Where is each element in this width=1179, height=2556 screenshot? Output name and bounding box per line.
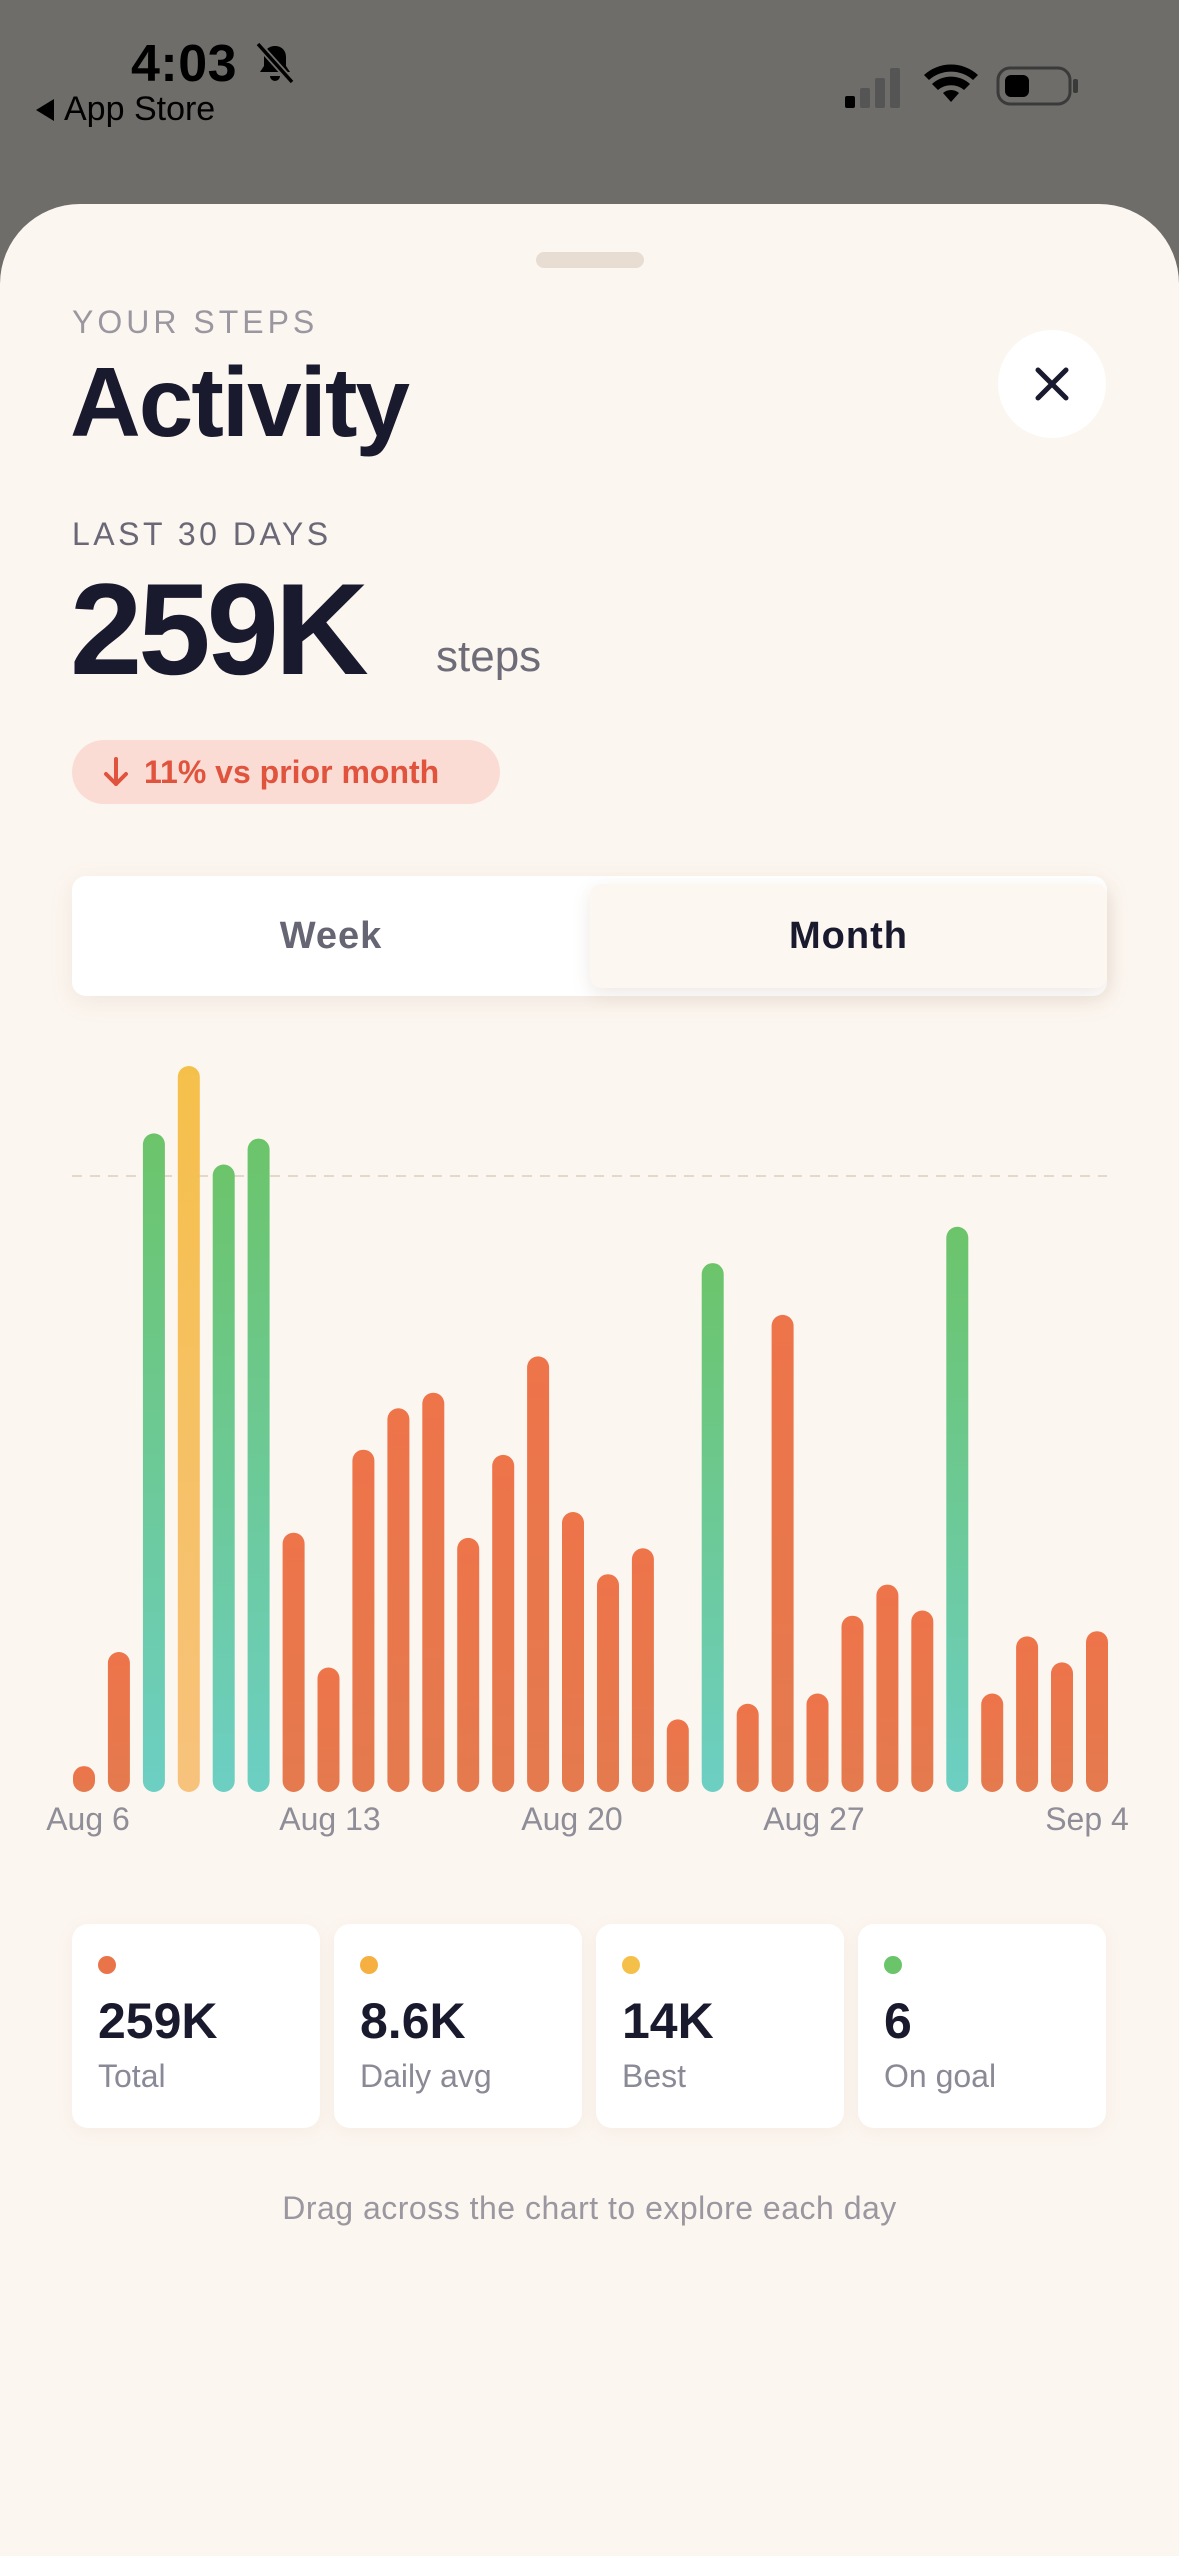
chart-bar-aug-15[interactable]	[387, 1408, 410, 1792]
chart-bar-aug-22[interactable]	[631, 1548, 654, 1792]
stat-value: 259K	[98, 1993, 218, 2049]
arrow-down-icon	[104, 757, 128, 786]
chart-bar-aug-9[interactable]	[177, 1066, 200, 1792]
bell-slash-icon	[255, 41, 295, 85]
section-eyebrow: YOUR STEPS	[72, 304, 319, 340]
page-title: Activity	[70, 347, 410, 457]
chart-bar-aug-17[interactable]	[457, 1537, 480, 1792]
activity-sheet: YOUR STEPS Activity LAST 30 DAYS 259K st…	[0, 204, 1179, 2556]
close-icon	[1035, 367, 1069, 401]
back-to-app-store[interactable]: App Store	[36, 90, 215, 129]
back-label: App Store	[64, 90, 216, 128]
cellular-signal-icon	[845, 68, 900, 108]
chart-bars	[73, 1066, 1108, 1792]
sheet-grabber[interactable]	[536, 252, 644, 268]
stat-label: Best	[622, 2058, 687, 2094]
chart-bar-aug-18[interactable]	[492, 1454, 515, 1792]
chart-bar-aug-28[interactable]	[841, 1615, 864, 1792]
steps-bar-chart[interactable]: Aug 6 Aug 13 Aug 20 Aug 27 Sep 4	[0, 204, 1179, 2556]
back-arrow-icon	[36, 98, 54, 121]
total-steps-value: 259K	[70, 556, 369, 702]
stat-card-daily-avg[interactable]: 8.6K Daily avg	[334, 1924, 582, 2128]
stat-label: On goal	[884, 2058, 997, 2094]
delta-badge: 11% vs prior month	[72, 740, 500, 804]
stat-value: 6	[884, 1993, 912, 2049]
stat-dot	[98, 1956, 116, 1974]
x-tick-label: Aug 20	[521, 1801, 622, 1837]
chart-bar-sep-1[interactable]	[981, 1693, 1004, 1793]
x-tick-label: Aug 13	[279, 1801, 380, 1837]
chart-bar-aug-27[interactable]	[806, 1693, 829, 1793]
stat-value: 14K	[622, 1993, 714, 2049]
status-bar: 4:03 App Store	[0, 0, 1179, 200]
chart-bar-sep-3[interactable]	[1051, 1662, 1073, 1792]
battery-icon	[996, 66, 1078, 106]
chart-bar-aug-30[interactable]	[911, 1610, 934, 1793]
stat-card-best[interactable]: 14K Best	[596, 1924, 844, 2128]
chart-bar-sep-4[interactable]	[1086, 1631, 1108, 1792]
chart-bar-aug-7[interactable]	[107, 1652, 130, 1792]
delta-text: 11% vs prior month	[144, 753, 440, 790]
x-tick-label: Aug 6	[46, 1801, 130, 1837]
chart-x-axis: Aug 6 Aug 13 Aug 20 Aug 27 Sep 4	[46, 1801, 1129, 1837]
stat-card-total[interactable]: 259K Total	[72, 1924, 320, 2128]
chart-bar-aug-29[interactable]	[876, 1584, 899, 1792]
close-button[interactable]	[998, 330, 1106, 438]
chart-bar-aug-31[interactable]	[946, 1226, 969, 1792]
chart-bar-aug-25[interactable]	[736, 1703, 759, 1792]
status-time: 4:03	[131, 35, 238, 93]
x-tick-label: Sep 4	[1045, 1801, 1129, 1837]
chart-bar-sep-2[interactable]	[1016, 1636, 1039, 1792]
stat-dot	[622, 1956, 640, 1974]
stat-label: Total	[98, 2058, 166, 2094]
stat-value: 8.6K	[360, 1993, 466, 2049]
chart-bar-aug-8[interactable]	[142, 1133, 165, 1792]
chart-bar-aug-11[interactable]	[247, 1138, 270, 1792]
chart-bar-aug-26[interactable]	[771, 1314, 794, 1792]
wifi-icon	[924, 64, 978, 102]
chart-bar-aug-20[interactable]	[562, 1512, 584, 1792]
chart-bar-aug-24[interactable]	[701, 1263, 724, 1792]
chart-bar-aug-12[interactable]	[282, 1532, 305, 1792]
stat-dot	[360, 1956, 378, 1974]
chart-bar-aug-10[interactable]	[212, 1164, 235, 1793]
chart-bar-aug-6[interactable]	[73, 1766, 95, 1792]
period-label: LAST 30 DAYS	[72, 516, 332, 552]
chart-bar-aug-19[interactable]	[527, 1356, 550, 1792]
stat-label: Daily avg	[360, 2058, 492, 2094]
stat-card-on-goal[interactable]: 6 On goal	[858, 1924, 1106, 2128]
segment-week[interactable]: Week	[279, 914, 383, 957]
chart-bar-aug-14[interactable]	[352, 1449, 375, 1792]
chart-bar-aug-23[interactable]	[666, 1719, 689, 1792]
chart-hint: Drag across the chart to explore each da…	[282, 2190, 897, 2226]
segment-month[interactable]: Month	[590, 884, 1107, 988]
chart-bar-aug-16[interactable]	[422, 1392, 445, 1792]
chart-bar-aug-21[interactable]	[597, 1574, 619, 1792]
range-segmented-control: Week Month	[72, 876, 1107, 996]
total-steps-unit: steps	[436, 632, 542, 681]
chart-bar-aug-13[interactable]	[317, 1667, 340, 1793]
stat-dot	[884, 1956, 902, 1974]
x-tick-label: Aug 27	[763, 1801, 864, 1837]
